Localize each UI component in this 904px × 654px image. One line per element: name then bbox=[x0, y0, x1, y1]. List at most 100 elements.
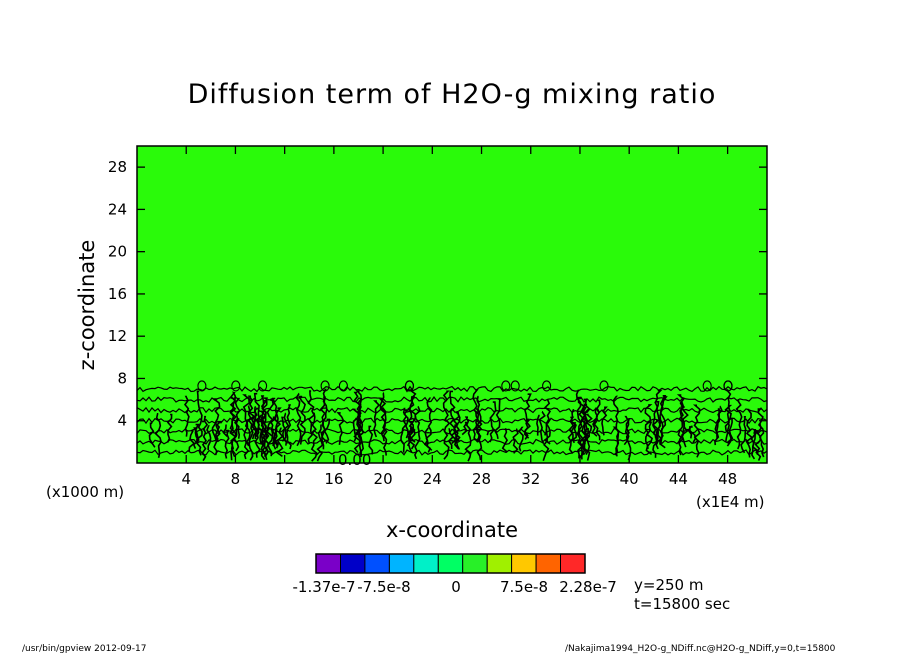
y-tick-label: 12 bbox=[108, 327, 127, 345]
contour-line bbox=[582, 403, 591, 461]
contour-line bbox=[523, 393, 532, 439]
contour-line bbox=[692, 404, 701, 458]
x-tick-label: 36 bbox=[570, 470, 589, 488]
contour-line bbox=[275, 427, 284, 458]
contour-label: 0.00 bbox=[338, 451, 371, 469]
contour-line bbox=[538, 411, 546, 445]
contour-line bbox=[601, 406, 608, 436]
contour-line bbox=[206, 425, 212, 450]
contour-lines bbox=[136, 380, 768, 462]
contour-loop bbox=[510, 380, 520, 392]
colorbar-swatch bbox=[413, 553, 439, 574]
x-tick-label: 40 bbox=[620, 470, 639, 488]
contour-loop bbox=[197, 380, 207, 392]
contour-line bbox=[472, 389, 480, 443]
colorbar-swatch bbox=[560, 553, 586, 574]
contour-line bbox=[580, 406, 588, 460]
x-tick-label: 8 bbox=[231, 470, 241, 488]
chart-title: Diffusion term of H2O-g mixing ratio bbox=[188, 79, 717, 110]
contour-line bbox=[542, 428, 550, 462]
contour-line bbox=[489, 401, 497, 443]
contour-line bbox=[282, 412, 290, 446]
contour-line bbox=[724, 389, 732, 447]
y-axis-title: z-coordinate bbox=[75, 240, 99, 371]
x-tick-label: 28 bbox=[472, 470, 491, 488]
contour-line bbox=[233, 397, 241, 439]
contour-line bbox=[651, 420, 660, 450]
contour-loop bbox=[258, 380, 268, 392]
contour-line bbox=[501, 428, 509, 453]
contour-loop bbox=[501, 380, 511, 392]
contour-line bbox=[260, 395, 268, 449]
colorbar-swatch bbox=[462, 553, 488, 574]
info-y: y=250 m bbox=[634, 576, 703, 594]
contour-line bbox=[368, 425, 374, 455]
contour-line bbox=[166, 413, 173, 443]
y-axis-ticks: 4 8 12 16 20 24 28 bbox=[108, 158, 767, 430]
contour-line bbox=[242, 394, 251, 460]
contour-line bbox=[285, 404, 292, 450]
contour-line bbox=[407, 427, 414, 453]
y-tick-label: 8 bbox=[117, 369, 127, 387]
plot-frame bbox=[136, 145, 768, 464]
contour-line bbox=[676, 394, 685, 456]
colorbar-label: 7.5e-8 bbox=[500, 578, 548, 596]
contour-line bbox=[379, 392, 387, 442]
contour-line bbox=[677, 402, 685, 444]
contour-line bbox=[148, 422, 156, 448]
contour-line bbox=[224, 429, 230, 459]
contour-line bbox=[447, 428, 454, 449]
y-tick-label: 4 bbox=[117, 412, 127, 430]
contour-line bbox=[486, 430, 490, 436]
contour-line bbox=[735, 400, 743, 450]
colorbar-frame bbox=[315, 553, 586, 574]
contour-line bbox=[196, 390, 203, 456]
contour-line bbox=[136, 449, 768, 456]
contour-loop bbox=[404, 380, 415, 392]
x-tick-label: 48 bbox=[718, 470, 737, 488]
contour-line bbox=[222, 424, 228, 438]
contour-line bbox=[320, 388, 328, 443]
contour-line bbox=[442, 390, 451, 460]
contour-line bbox=[475, 411, 483, 461]
contour-line bbox=[183, 395, 190, 437]
colorbar-swatch bbox=[486, 553, 513, 574]
y-tick-label: 24 bbox=[108, 200, 127, 218]
colorbar-label: 0 bbox=[451, 578, 461, 596]
colorbar-swatch bbox=[315, 553, 341, 574]
colorbar bbox=[315, 553, 586, 574]
contour-line bbox=[624, 419, 632, 461]
contour-line bbox=[464, 416, 472, 462]
contour-line bbox=[247, 395, 256, 461]
contour-loop bbox=[320, 380, 330, 392]
x-tick-label: 24 bbox=[423, 470, 442, 488]
contour-line bbox=[319, 396, 327, 450]
contour-line bbox=[400, 407, 408, 453]
x-tick-label: 20 bbox=[374, 470, 393, 488]
contour-line bbox=[354, 400, 363, 458]
contour-line bbox=[536, 414, 540, 436]
x-unit-left: (x1000 m) bbox=[46, 483, 124, 501]
contour-line bbox=[740, 416, 747, 454]
contour-loop bbox=[723, 380, 733, 392]
contour-line bbox=[260, 400, 268, 457]
contour-line bbox=[136, 385, 768, 393]
contour-line bbox=[543, 419, 551, 445]
contour-line bbox=[518, 426, 524, 452]
contour-line bbox=[586, 428, 590, 437]
contour-loop bbox=[338, 380, 348, 392]
contour-line bbox=[233, 418, 240, 452]
contour-line bbox=[407, 396, 416, 450]
contour-line bbox=[193, 427, 200, 441]
contour-line bbox=[425, 397, 433, 451]
contour-line bbox=[591, 407, 599, 437]
contour-line bbox=[645, 421, 654, 456]
contour-loop bbox=[599, 380, 609, 392]
contour-line bbox=[750, 430, 758, 460]
contour-line bbox=[449, 390, 457, 444]
colorbar-label: -1.37e-7 bbox=[293, 578, 356, 596]
contour-line bbox=[271, 397, 279, 447]
contour-line bbox=[644, 404, 653, 450]
colorbar-label: -7.5e-8 bbox=[357, 578, 410, 596]
